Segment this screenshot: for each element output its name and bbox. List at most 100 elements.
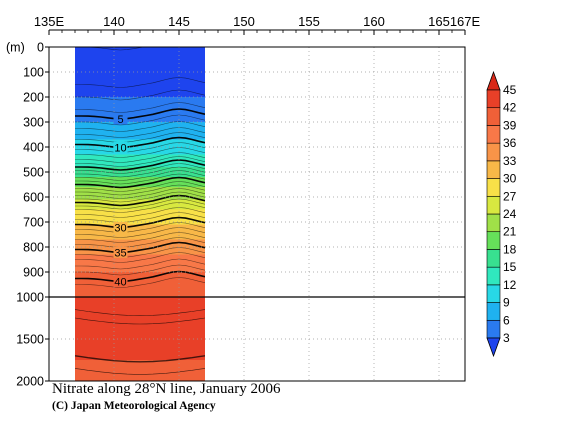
field-band — [75, 355, 205, 359]
field-band — [75, 124, 205, 128]
field-band — [75, 82, 205, 86]
contour-line — [75, 194, 205, 207]
field-band — [75, 320, 205, 323]
field-band — [75, 299, 205, 302]
y-tick-label: 200 — [23, 91, 44, 105]
contour-line — [75, 77, 205, 88]
contour-line — [75, 136, 205, 149]
field-band — [75, 374, 205, 378]
contour-line — [75, 227, 205, 238]
field-band — [75, 315, 205, 319]
plot-border — [48, 46, 466, 382]
field-band — [75, 167, 205, 171]
contour-line — [75, 212, 205, 223]
field-band — [75, 267, 205, 271]
field-band — [75, 189, 205, 193]
field-band — [75, 370, 205, 374]
field-band — [75, 87, 205, 91]
y-unit-label: (m) — [6, 41, 25, 55]
contour-label: 10 — [114, 143, 126, 155]
contour-line — [75, 368, 205, 375]
x-tick-label: 160 — [363, 14, 385, 29]
colorbar-segment — [486, 142, 501, 162]
field-band — [75, 341, 205, 344]
field-band — [75, 244, 205, 248]
field-band — [75, 272, 205, 276]
colorbar-segment — [486, 319, 501, 339]
field-band — [75, 378, 205, 381]
contour-line — [75, 232, 205, 243]
field-band — [75, 197, 205, 201]
colorbar-label: 15 — [503, 260, 517, 274]
field-band — [75, 336, 205, 340]
colorbar-label: 12 — [503, 278, 517, 292]
field-band — [75, 297, 205, 300]
field-band — [75, 224, 205, 228]
colorbar-label: 18 — [503, 242, 517, 256]
contour-line — [75, 152, 205, 163]
x-tick-label: 145 — [168, 14, 190, 29]
field-band — [75, 254, 205, 258]
chart-title: Nitrate along 28°N line, January 2006 — [52, 381, 281, 397]
colorbar-label: 6 — [503, 313, 510, 327]
colorbar-label: 27 — [503, 189, 517, 203]
colorbar-segment — [486, 178, 501, 197]
field-band — [75, 187, 205, 191]
field-band — [75, 59, 205, 63]
field-band — [75, 349, 205, 353]
field-band — [75, 177, 205, 181]
field-band — [75, 207, 205, 211]
contour-line — [75, 142, 205, 153]
y-tick-label: 0 — [37, 41, 44, 55]
field-band — [75, 368, 205, 372]
contour-line — [75, 309, 205, 316]
contour-line — [75, 132, 205, 143]
field-band — [75, 127, 205, 131]
colorbar-segment — [486, 302, 501, 321]
colorbar-segment — [486, 160, 501, 179]
x-tick-label: 135E — [34, 14, 65, 29]
field-band — [75, 364, 205, 367]
y-tick-label: 100 — [23, 66, 44, 80]
contour-line — [75, 159, 205, 171]
field-band — [75, 292, 205, 296]
y-tick-label: 300 — [23, 116, 44, 130]
field-band — [75, 362, 205, 365]
field-band — [75, 182, 205, 186]
contour-line — [75, 170, 205, 181]
field-band — [75, 77, 205, 81]
field-band — [75, 174, 205, 178]
field-band — [75, 257, 205, 261]
colorbar-label: 24 — [503, 207, 517, 221]
field-band — [75, 262, 205, 266]
contour-label-bg — [113, 247, 128, 258]
contour-label: 30 — [114, 223, 126, 235]
contour-line — [75, 173, 205, 185]
y-tick-label: 700 — [23, 216, 44, 230]
colorbar-segment — [486, 231, 501, 250]
contour-line — [75, 114, 205, 126]
contour-lines — [75, 47, 205, 375]
contour-label-bg — [113, 113, 128, 125]
contour-line — [75, 222, 205, 233]
contour-label-bg — [113, 222, 128, 233]
field-band — [75, 232, 205, 236]
contour-line — [75, 176, 205, 189]
field-band — [75, 117, 205, 121]
field-band — [75, 49, 205, 53]
field-band — [75, 237, 205, 241]
colorbar-segment — [486, 107, 501, 126]
contour-line — [75, 258, 205, 270]
contour-line — [75, 108, 205, 120]
field-band — [75, 92, 205, 96]
field-band — [75, 351, 205, 355]
colorbar-label: 21 — [503, 225, 517, 239]
contour-line — [75, 147, 205, 158]
colorbar-segment — [486, 125, 501, 144]
field-band — [75, 366, 205, 369]
field-band — [75, 303, 205, 306]
contour-line — [75, 121, 205, 132]
field-band — [75, 252, 205, 256]
field-band — [75, 209, 205, 213]
